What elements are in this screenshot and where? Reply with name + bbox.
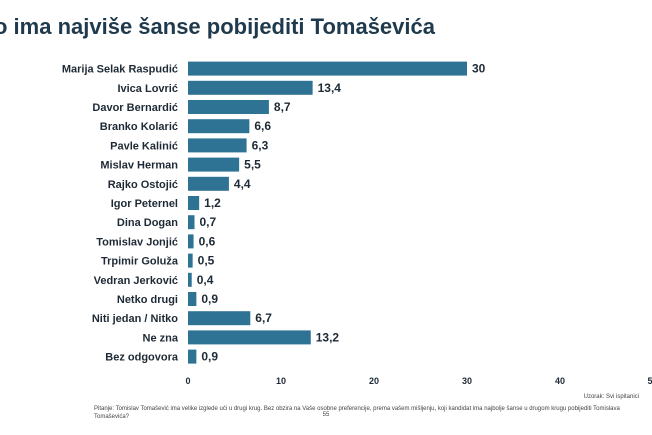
bar — [188, 234, 194, 249]
bar — [188, 349, 197, 364]
value-label: 1,2 — [204, 196, 221, 210]
value-label: 13,2 — [316, 330, 340, 344]
bar — [188, 176, 229, 191]
bar — [188, 157, 240, 172]
bar — [188, 80, 313, 95]
category-label: Pavle Kalinić — [110, 140, 178, 152]
category-label: Igor Peternel — [111, 198, 178, 210]
bar — [188, 61, 467, 76]
value-label: 30 — [472, 62, 486, 76]
x-tick-label: 30 — [462, 376, 472, 386]
category-labels: Marija Selak Raspudić Ivica Lovrić Davor B… — [62, 64, 179, 364]
bar — [188, 292, 197, 306]
bar-chart: Marija Selak Raspudić Ivica Lovrić Davor B… — [62, 61, 652, 386]
value-label: 0,9 — [201, 350, 218, 364]
value-label: 6,6 — [254, 119, 271, 133]
bar — [188, 272, 192, 287]
value-label: 13,4 — [318, 81, 342, 95]
x-tick-label: 40 — [555, 376, 565, 386]
category-label: Branko Kolarić — [100, 121, 178, 133]
bars — [188, 61, 467, 364]
category-label: Vedran Jerković — [94, 275, 178, 287]
category-label: Marija Selak Raspudić — [62, 64, 178, 76]
footnote: Pitanje: Tomislav Tomašević ima velike i… — [94, 406, 620, 420]
value-label: 4,4 — [234, 177, 251, 191]
category-label: Niti jedan / Nitko — [92, 313, 178, 325]
bar — [188, 253, 193, 268]
x-tick-label: 5 — [647, 376, 652, 386]
category-label: Bez odgovora — [105, 352, 179, 364]
bar — [188, 215, 195, 230]
bar — [188, 138, 247, 153]
value-label: 0,4 — [197, 273, 214, 287]
value-label: 5,5 — [244, 158, 261, 172]
value-label: 0,7 — [200, 215, 217, 229]
footnote-number: 55 — [322, 412, 330, 418]
category-label: Ivica Lovrić — [117, 83, 178, 95]
value-label: 8,7 — [274, 100, 291, 114]
category-label: Tomislav Jonjić — [96, 236, 178, 248]
category-label: Mislav Herman — [100, 160, 178, 172]
bar — [188, 196, 200, 210]
x-axis-ticks: 0 10 20 30 40 5 — [185, 376, 652, 386]
category-label: Trpimir Goluža — [101, 256, 179, 268]
category-label: Ne zna — [143, 332, 179, 344]
sample-note: Uzorak: Svi ispitanici — [583, 394, 639, 400]
value-label: 6,7 — [255, 311, 272, 325]
x-tick-label: 10 — [276, 376, 286, 386]
bar — [188, 119, 250, 134]
value-labels: 30 13,4 8,76,6 6,3 5,5 4,4 1,2 0,7 0,6 0,5 0,4 0,9 6… — [197, 62, 486, 364]
value-label: 0,9 — [201, 292, 218, 306]
value-label: 0,5 — [198, 254, 215, 268]
category-label: Rajko Ostojić — [108, 179, 178, 191]
value-label: 6,3 — [252, 138, 269, 152]
bar — [188, 100, 269, 114]
x-tick-label: 20 — [369, 376, 379, 386]
category-label: Netko drugi — [117, 294, 178, 306]
value-label: 0,6 — [199, 234, 216, 248]
bar — [188, 311, 251, 326]
chart-title: o ima najviše šanse pobijediti Tomašević… — [0, 14, 435, 39]
x-tick-label: 0 — [185, 376, 190, 386]
bar — [188, 330, 311, 345]
category-label: Davor Bernardić — [92, 102, 178, 114]
category-label: Dina Dogan — [117, 217, 178, 229]
